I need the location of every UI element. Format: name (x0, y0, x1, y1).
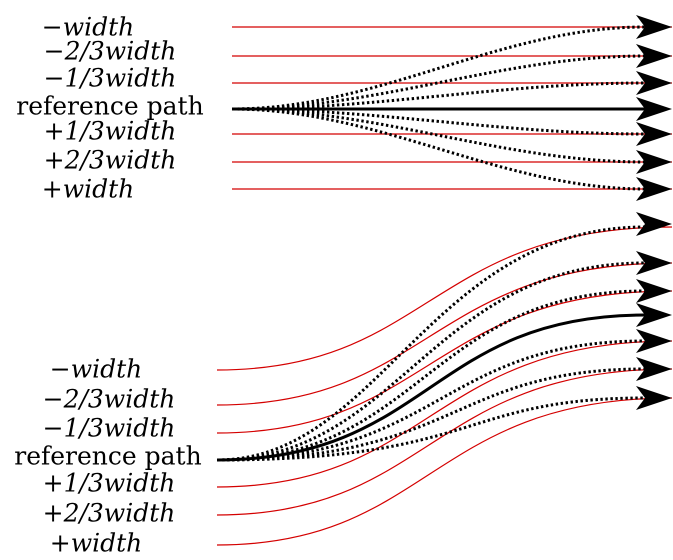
top-label-minus-width: −width (42, 13, 135, 42)
bottom-label-plus-one-third: +1/3width (43, 469, 176, 498)
top-label-reference-path: reference path (16, 92, 203, 121)
top-label-plus-one-third: +1/3width (44, 117, 177, 146)
bottom-arrowhead (636, 212, 672, 236)
bottom-label-minus-one-third: −1/3width (43, 414, 176, 443)
top-arrowhead (636, 177, 672, 201)
bottom-fan-curve-minus-one-third (216, 289, 646, 462)
top-arrowhead (636, 150, 672, 174)
top-fan-curve-plus-width (231, 107, 646, 191)
bottom-label-minus-width: −width (50, 355, 143, 384)
bottom-offset-curve-plus-two-thirds (216, 368, 673, 516)
top-fan-curve-minus-one-third (231, 81, 646, 111)
bottom-labels: −width −2/3width −1/3width reference pat… (14, 355, 201, 558)
bottom-fan-curves (216, 225, 646, 462)
bottom-offset-curve-minus-two-thirds (216, 262, 673, 406)
bottom-label-plus-width: +width (50, 529, 143, 558)
top-label-plus-two-thirds: +2/3width (44, 146, 177, 175)
top-arrowhead (636, 122, 672, 146)
bottom-arrowhead (636, 279, 672, 303)
bottom-arrowheads (636, 212, 672, 410)
bottom-offset-curve-plus-width (216, 397, 673, 546)
bottom-arrowhead (636, 251, 672, 275)
bottom-arrowhead (636, 386, 672, 410)
top-labels: −width −2/3width −1/3width reference pat… (16, 13, 203, 204)
top-arrowhead (636, 44, 672, 68)
bottom-fan-curve-plus-one-third (216, 339, 646, 462)
top-fan-curve-plus-one-third (231, 107, 646, 136)
top-arrowheads (636, 15, 672, 201)
top-panel: −width −2/3width −1/3width reference pat… (16, 13, 672, 204)
bottom-label-minus-two-thirds: −2/3width (43, 385, 176, 414)
bottom-offset-curve-minus-width (216, 226, 673, 371)
bottom-fan-curve-minus-two-thirds (216, 261, 646, 462)
bottom-offset-curve-plus-one-third (216, 340, 673, 488)
top-arrowhead (636, 97, 672, 121)
top-fan-curve-plus-two-thirds (231, 107, 646, 164)
top-label-plus-width: +width (42, 175, 135, 204)
top-fan-curves (231, 25, 646, 191)
bottom-panel: −width −2/3width −1/3width reference pat… (14, 212, 673, 558)
top-label-minus-two-thirds: −2/3width (44, 37, 177, 66)
bottom-arrowhead (636, 303, 672, 327)
bottom-reference-path (216, 313, 646, 462)
bottom-fan-curve-plus-two-thirds (216, 367, 646, 462)
bottom-fan-curve-minus-width (216, 225, 646, 462)
top-offset-lines (232, 26, 672, 190)
bottom-fan-curve-plus-width (216, 396, 646, 462)
bottom-label-plus-two-thirds: +2/3width (43, 499, 176, 528)
bottom-offset-curve-minus-one-third (216, 290, 673, 434)
top-arrowhead (636, 71, 672, 95)
bottom-offset-curves (216, 226, 673, 546)
top-fan-curve-minus-width (231, 25, 646, 111)
bottom-arrowhead (636, 329, 672, 353)
top-arrowhead (636, 15, 672, 39)
top-label-minus-one-third: −1/3width (44, 64, 177, 93)
bottom-label-reference-path: reference path (14, 442, 201, 471)
bottom-arrowhead (636, 357, 672, 381)
